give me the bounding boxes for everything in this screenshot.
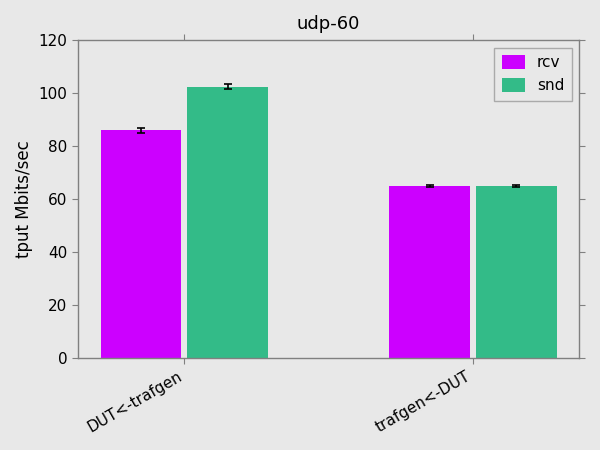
Y-axis label: tput Mbits/sec: tput Mbits/sec [15,140,33,258]
Bar [389,186,470,358]
Legend: rcv, snd: rcv, snd [494,48,572,101]
Bar [101,130,181,358]
Bar [187,86,268,358]
Bar [476,186,557,358]
Title: udp-60: udp-60 [297,15,361,33]
